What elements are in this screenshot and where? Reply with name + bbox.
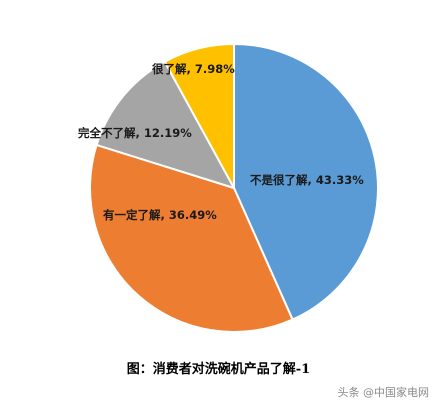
pie-slice-3 — [95, 60, 235, 189]
slice-label-3: 完全不了解, 12.19% — [78, 126, 192, 140]
pie-chart: 不是很了解, 43.33% 有一定了解, 36.49% 完全不了解, 12.19% 很… — [78, 43, 379, 333]
slice-label-4: 很了解, 7.98% — [151, 62, 235, 76]
watermark-text: 头条 @中国家电网 — [337, 386, 430, 399]
pie-labels: 不是很了解, 43.33% 有一定了解, 36.49% 完全不了解, 12.19% 很… — [78, 62, 364, 222]
chart-title: 图：消费者对洗碗机产品了解-1 — [126, 362, 311, 377]
pie-slices — [89, 43, 379, 333]
pie-slice-1 — [233, 43, 379, 321]
pie-slice-2 — [89, 143, 294, 333]
slice-label-1: 不是很了解, 43.33% — [250, 173, 364, 187]
slice-label-2: 有一定了解, 36.49% — [103, 208, 217, 222]
pie-slice-4 — [163, 43, 235, 189]
